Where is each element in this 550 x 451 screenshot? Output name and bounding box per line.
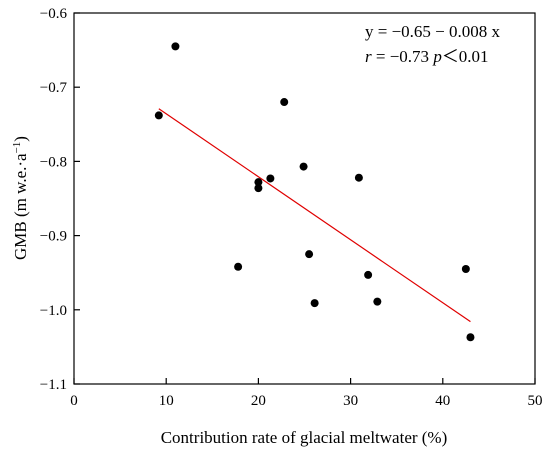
data-point: [254, 184, 263, 193]
r-symbol: r: [365, 47, 372, 66]
data-point: [364, 270, 373, 279]
x-tick-label: 30: [343, 393, 358, 409]
y-axis-title: GMB (m w.e.·a−1): [11, 136, 30, 260]
y-tick-label: −1.0: [40, 303, 67, 319]
correlation-annotation: r = −0.73 p＜0.01: [365, 47, 489, 66]
y-axis-title-close: ): [11, 136, 30, 142]
data-point: [266, 174, 275, 183]
fit-line: [158, 108, 471, 323]
regression-equation: y = −0.65 − 0.008 x: [365, 22, 501, 41]
data-point: [280, 98, 289, 107]
x-axis-title: Contribution rate of glacial meltwater (…: [161, 428, 448, 447]
data-point: [466, 333, 475, 342]
y-tick-label: −1.1: [40, 377, 67, 393]
x-tick-label: 0: [70, 393, 78, 409]
y-axis-title-main: GMB (m w.e.·a: [11, 153, 30, 260]
fit-line-group: [158, 108, 471, 323]
p-value: ＜0.01: [442, 47, 489, 66]
data-point: [234, 262, 243, 271]
y-tick-label: −0.8: [40, 154, 67, 170]
x-tick-label: 40: [435, 393, 450, 409]
r-value: = −0.73: [372, 47, 434, 66]
axis-ticks: 0 10 20 30 40 50 −1.1 −1.0 −0.9 −0.8 −0.7 −0.6: [40, 6, 543, 409]
x-tick-label: 20: [251, 393, 266, 409]
p-symbol: p: [432, 47, 442, 66]
plot-frame: [73, 12, 536, 385]
y-tick-label: −0.6: [40, 6, 68, 22]
y-tick-label: −0.9: [40, 229, 67, 245]
data-point: [254, 178, 263, 187]
x-tick-label: 50: [528, 393, 543, 409]
data-points: [154, 42, 475, 342]
data-point: [154, 111, 163, 120]
data-point: [299, 162, 308, 171]
data-point: [461, 264, 470, 273]
data-point: [354, 173, 363, 182]
y-axis-title-sup: −1: [11, 142, 23, 154]
y-tick-label: −0.7: [40, 80, 68, 96]
x-tick-label: 10: [159, 393, 174, 409]
data-point: [373, 297, 382, 306]
data-point: [305, 250, 314, 259]
data-point: [310, 299, 319, 308]
data-point: [171, 42, 180, 51]
